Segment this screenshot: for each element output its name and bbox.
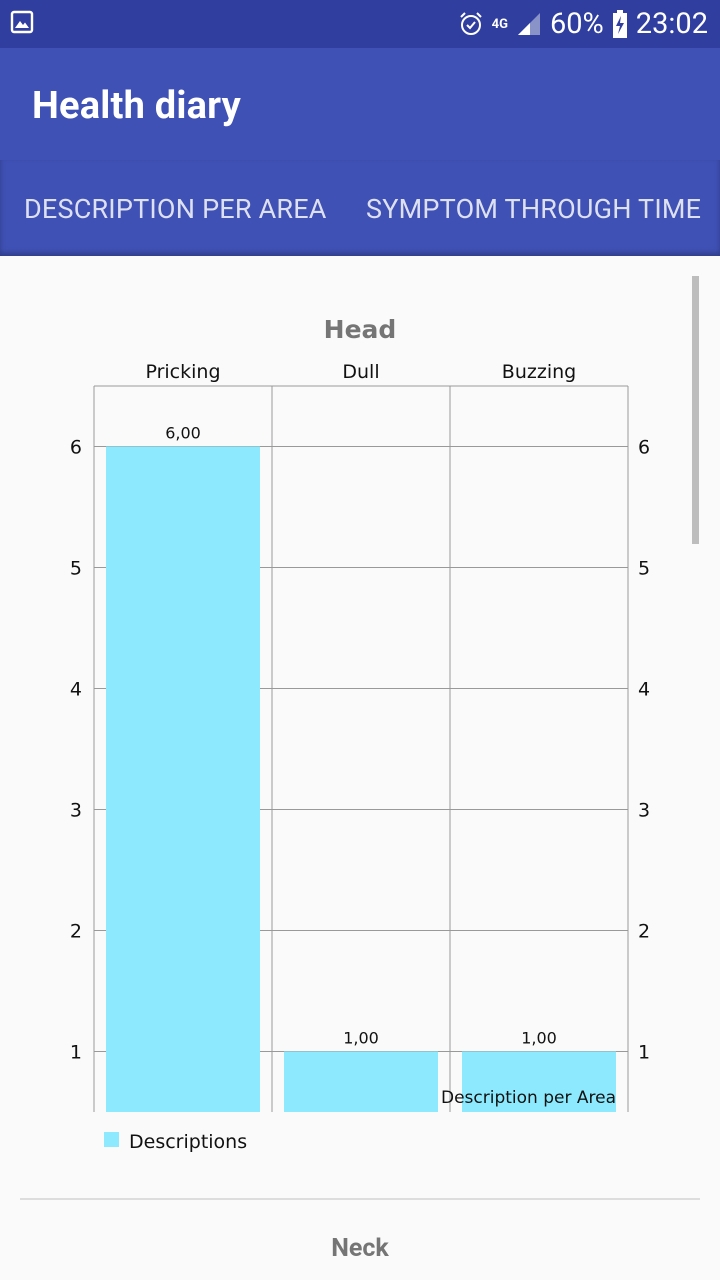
chart-description: Description per Area bbox=[441, 1088, 616, 1108]
battery-charging-icon bbox=[612, 10, 627, 38]
y-tick-label-left: 4 bbox=[70, 679, 82, 701]
y-tick-label-right: 5 bbox=[638, 558, 650, 580]
scrollbar[interactable] bbox=[692, 276, 699, 544]
bar-value-label: 6,00 bbox=[165, 424, 201, 443]
y-tick-label-right: 1 bbox=[638, 1042, 650, 1064]
y-tick-label-right: 6 bbox=[638, 437, 650, 459]
tab-bar: DESCRIPTION PER AREA SYMPTOM THROUGH TIM… bbox=[0, 160, 720, 256]
x-category-label: Buzzing bbox=[502, 361, 576, 383]
status-bar: 4G 60% 23:02 bbox=[0, 0, 720, 48]
app-bar: Health diary bbox=[0, 48, 720, 160]
y-tick-label-left: 5 bbox=[70, 558, 82, 580]
bar-buzzing bbox=[462, 1051, 616, 1112]
x-category-label: Dull bbox=[342, 361, 379, 383]
y-tick-label-left: 6 bbox=[70, 437, 82, 459]
battery-percent: 60% bbox=[549, 7, 604, 41]
y-tick-label-right: 2 bbox=[638, 921, 650, 943]
image-icon bbox=[10, 10, 34, 34]
y-tick-label-left: 1 bbox=[70, 1042, 82, 1064]
bar-pricking bbox=[106, 446, 260, 1112]
legend-label: Descriptions bbox=[129, 1131, 247, 1153]
bar-chart: Head 1 1 2 2 3 3 4 4 5 5 6 6 6,00 1,00 1,00 Pricking Dull… bbox=[70, 315, 650, 1153]
y-tick-label-right: 4 bbox=[638, 679, 650, 701]
next-chart-title: Neck bbox=[331, 1234, 389, 1263]
y-tick-label-right: 3 bbox=[638, 800, 650, 822]
chart-title: Head bbox=[324, 315, 397, 344]
tab-description-per-area[interactable]: DESCRIPTION PER AREA bbox=[24, 193, 327, 225]
network-4g-icon: 4G bbox=[491, 16, 508, 32]
bar-value-label: 1,00 bbox=[521, 1029, 557, 1048]
y-tick-label-left: 2 bbox=[70, 921, 82, 943]
app-title: Health diary bbox=[32, 84, 241, 128]
signal-icon bbox=[517, 13, 540, 35]
alarm-icon bbox=[459, 12, 482, 35]
chart-divider bbox=[20, 1198, 700, 1200]
legend-swatch bbox=[104, 1132, 119, 1147]
y-tick-label-left: 3 bbox=[70, 800, 82, 822]
tab-symptom-through-time[interactable]: SYMPTOM THROUGH TIME bbox=[366, 193, 702, 225]
clock: 23:02 bbox=[635, 7, 708, 41]
bar-dull bbox=[284, 1051, 438, 1112]
bar-value-label: 1,00 bbox=[343, 1029, 379, 1048]
x-category-label: Pricking bbox=[145, 361, 220, 383]
